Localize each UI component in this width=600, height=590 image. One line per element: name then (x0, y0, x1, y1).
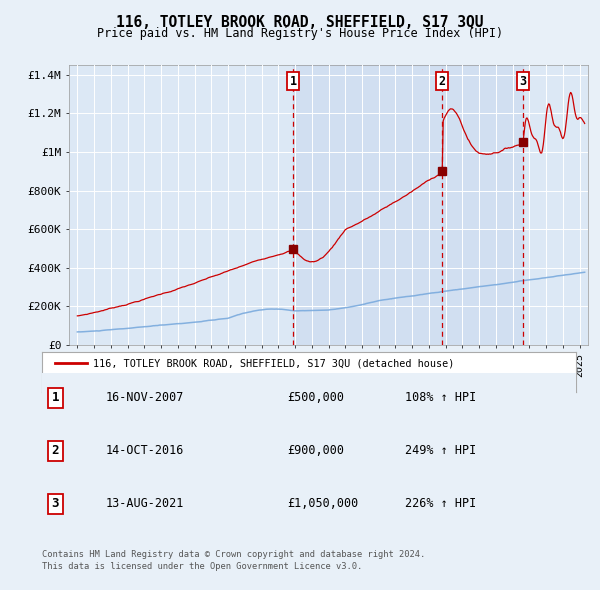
Text: 14-OCT-2016: 14-OCT-2016 (106, 444, 184, 457)
Text: 116, TOTLEY BROOK ROAD, SHEFFIELD, S17 3QU: 116, TOTLEY BROOK ROAD, SHEFFIELD, S17 3… (116, 15, 484, 30)
Text: 249% ↑ HPI: 249% ↑ HPI (405, 444, 476, 457)
Text: 16-NOV-2007: 16-NOV-2007 (106, 391, 184, 404)
Bar (293, 65, 442, 345)
Text: £900,000: £900,000 (287, 444, 344, 457)
Text: 3: 3 (52, 497, 59, 510)
Text: 2: 2 (52, 444, 59, 457)
Text: 226% ↑ HPI: 226% ↑ HPI (405, 497, 476, 510)
Text: 3: 3 (520, 75, 527, 88)
Text: Price paid vs. HM Land Registry's House Price Index (HPI): Price paid vs. HM Land Registry's House … (97, 27, 503, 40)
Text: Contains HM Land Registry data © Crown copyright and database right 2024.: Contains HM Land Registry data © Crown c… (42, 550, 425, 559)
Text: 1: 1 (289, 75, 296, 88)
Bar (442, 65, 523, 345)
Text: 1: 1 (52, 391, 59, 404)
Text: £1,050,000: £1,050,000 (287, 497, 359, 510)
Text: 116, TOTLEY BROOK ROAD, SHEFFIELD, S17 3QU (detached house): 116, TOTLEY BROOK ROAD, SHEFFIELD, S17 3… (93, 358, 454, 368)
Text: HPI: Average price, detached house, Sheffield: HPI: Average price, detached house, Shef… (93, 376, 368, 386)
Text: 108% ↑ HPI: 108% ↑ HPI (405, 391, 476, 404)
Text: £500,000: £500,000 (287, 391, 344, 404)
Text: This data is licensed under the Open Government Licence v3.0.: This data is licensed under the Open Gov… (42, 562, 362, 571)
Text: 2: 2 (439, 75, 446, 88)
Text: 13-AUG-2021: 13-AUG-2021 (106, 497, 184, 510)
